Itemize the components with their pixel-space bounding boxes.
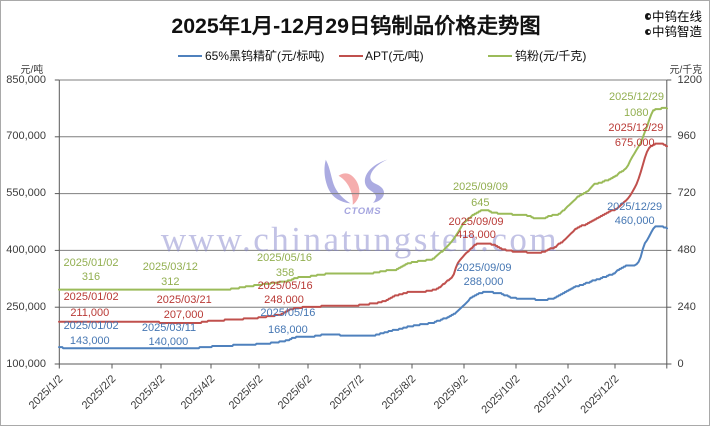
svg-text:www.chinatungsten.com: www.chinatungsten.com [161,220,559,259]
svg-text:CTOMS: CTOMS [344,206,381,217]
